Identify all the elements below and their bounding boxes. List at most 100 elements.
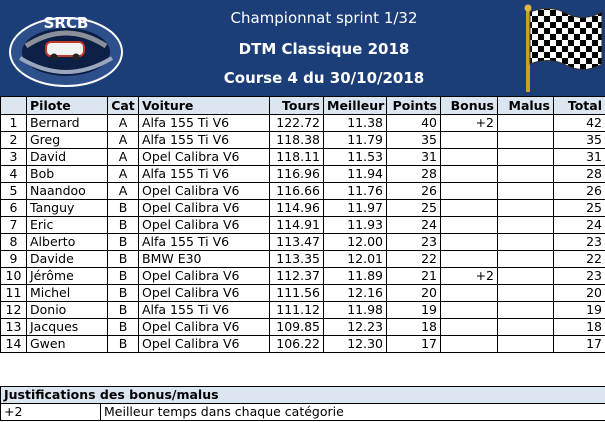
series-title: DTM Classique 2018	[238, 40, 410, 58]
cell-total: 28	[553, 165, 605, 183]
cell-points: 31	[386, 148, 441, 166]
cell-voiture: Opel Calibra V6	[138, 199, 270, 217]
table-row: 5 Naandoo A Opel Calibra V6 116.66 11.76 26 26	[0, 182, 605, 200]
cell-meilleur: 12.30	[323, 335, 387, 353]
cell-cat: B	[107, 250, 139, 268]
cell-tours: 113.35	[269, 250, 324, 268]
cell-voiture: Opel Calibra V6	[138, 267, 270, 285]
cell-points: 35	[386, 131, 441, 149]
cell-pos: 13	[0, 318, 27, 336]
cell-voiture: Alfa 155 Ti V6	[138, 131, 270, 149]
cell-malus	[497, 301, 554, 319]
col-header-tours: Tours	[269, 96, 324, 115]
cell-tours: 106.22	[269, 335, 324, 353]
cell-cat: A	[107, 114, 139, 132]
cell-pos: 5	[0, 182, 27, 200]
cell-points: 18	[386, 318, 441, 336]
cell-voiture: Opel Calibra V6	[138, 284, 270, 302]
cell-total: 22	[553, 250, 605, 268]
table-row: 9 Davide B BMW E30 113.35 12.01 22 22	[0, 250, 605, 268]
col-header-pilote: Pilote	[26, 96, 108, 115]
cell-bonus	[440, 131, 498, 149]
cell-pilote: Alberto	[26, 233, 108, 251]
cell-cat: A	[107, 131, 139, 149]
cell-meilleur: 12.16	[323, 284, 387, 302]
table-row: 1 Bernard A Alfa 155 Ti V6 122.72 11.38 40 +2 42	[0, 114, 605, 132]
cell-total: 31	[553, 148, 605, 166]
cell-tours: 116.96	[269, 165, 324, 183]
cell-pilote: Donio	[26, 301, 108, 319]
cell-bonus	[440, 182, 498, 200]
cell-meilleur: 11.89	[323, 267, 387, 285]
cell-cat: B	[107, 301, 139, 319]
cell-malus	[497, 199, 554, 217]
cell-tours: 113.47	[269, 233, 324, 251]
table-row: 13 Jacques B Opel Calibra V6 109.85 12.23 18 18	[0, 318, 605, 336]
cell-meilleur: 11.79	[323, 131, 387, 149]
cell-meilleur: 12.01	[323, 250, 387, 268]
cell-points: 40	[386, 114, 441, 132]
championship-title: Championnat sprint 1/32	[230, 9, 418, 27]
cell-points: 22	[386, 250, 441, 268]
cell-voiture: Opel Calibra V6	[138, 335, 270, 353]
cell-tours: 118.38	[269, 131, 324, 149]
col-header-bonus: Bonus	[440, 96, 498, 115]
table-row: 7 Eric B Opel Calibra V6 114.91 11.93 24 24	[0, 216, 605, 234]
cell-points: 21	[386, 267, 441, 285]
cell-pos: 8	[0, 233, 27, 251]
checkered-flag-icon	[524, 4, 603, 92]
cell-tours: 112.37	[269, 267, 324, 285]
table-row: 8 Alberto B Alfa 155 Ti V6 113.47 12.00 23 23	[0, 233, 605, 251]
justification-value: +2	[0, 403, 101, 421]
cell-malus	[497, 335, 554, 353]
cell-voiture: Opel Calibra V6	[138, 318, 270, 336]
cell-bonus	[440, 301, 498, 319]
cell-meilleur: 12.00	[323, 233, 387, 251]
cell-cat: B	[107, 335, 139, 353]
cell-cat: B	[107, 267, 139, 285]
cell-malus	[497, 318, 554, 336]
cell-meilleur: 11.53	[323, 148, 387, 166]
col-header-meilleur: Meilleur	[323, 96, 387, 115]
table-row: 12 Donio B Alfa 155 Ti V6 111.12 11.98 19 19	[0, 301, 605, 319]
cell-points: 19	[386, 301, 441, 319]
cell-malus	[497, 114, 554, 132]
cell-bonus	[440, 165, 498, 183]
col-header-pos	[0, 96, 27, 115]
cell-meilleur: 11.97	[323, 199, 387, 217]
cell-tours: 111.56	[269, 284, 324, 302]
cell-cat: A	[107, 182, 139, 200]
cell-tours: 122.72	[269, 114, 324, 132]
cell-malus	[497, 148, 554, 166]
cell-pilote: Jérôme	[26, 267, 108, 285]
cell-total: 18	[553, 318, 605, 336]
cell-pilote: Tanguy	[26, 199, 108, 217]
cell-pos: 4	[0, 165, 27, 183]
cell-pilote: Greg	[26, 131, 108, 149]
cell-malus	[497, 131, 554, 149]
cell-pos: 10	[0, 267, 27, 285]
cell-points: 25	[386, 199, 441, 217]
logo-text: SRCB	[44, 14, 89, 32]
header-banner: SRCB Championnat sprint 1/32 DTM Classiq…	[0, 0, 605, 96]
cell-pos: 1	[0, 114, 27, 132]
cell-voiture: Opel Calibra V6	[138, 148, 270, 166]
cell-pos: 2	[0, 131, 27, 149]
cell-bonus	[440, 148, 498, 166]
cell-total: 35	[553, 131, 605, 149]
cell-tours: 114.91	[269, 216, 324, 234]
cell-pos: 9	[0, 250, 27, 268]
cell-voiture: Opel Calibra V6	[138, 216, 270, 234]
cell-pilote: Bernard	[26, 114, 108, 132]
cell-total: 24	[553, 216, 605, 234]
cell-cat: A	[107, 165, 139, 183]
cell-total: 19	[553, 301, 605, 319]
table-row: 14 Gwen B Opel Calibra V6 106.22 12.30 17 17	[0, 335, 605, 353]
cell-bonus	[440, 318, 498, 336]
cell-bonus	[440, 250, 498, 268]
cell-meilleur: 11.38	[323, 114, 387, 132]
cell-total: 17	[553, 335, 605, 353]
srcb-logo: SRCB	[9, 14, 123, 87]
cell-pilote: Davide	[26, 250, 108, 268]
cell-points: 28	[386, 165, 441, 183]
